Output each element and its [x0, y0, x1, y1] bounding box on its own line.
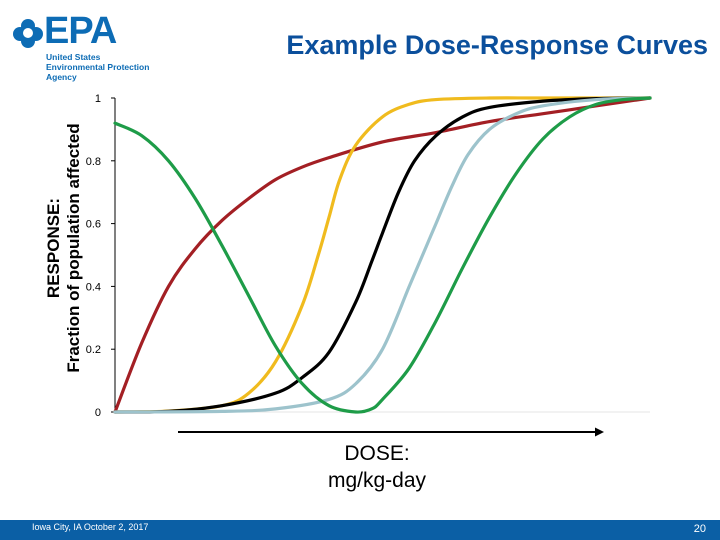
dose-arrow-head	[595, 427, 604, 437]
y-axis: 0 0.2 0.4 0.6 0.8 1	[86, 93, 650, 419]
footer-location-date: Iowa City, IA October 2, 2017	[32, 522, 149, 532]
x-axis-label: DOSE: mg/kg-day	[328, 440, 426, 494]
series-line-1	[113, 96, 652, 414]
y-tick-label: 0.8	[86, 156, 101, 168]
x-axis-label-line-2: mg/kg-day	[327, 469, 427, 492]
epa-flower-icon	[13, 19, 43, 48]
y-tick-label: 0.6	[86, 219, 101, 231]
slide-title: Example Dose-Response Curves	[286, 30, 708, 60]
y-tick-label: 0.4	[86, 281, 101, 293]
y-tick-label: 1	[95, 93, 101, 105]
epa-logo: EPA United States Environmental Protecti…	[8, 10, 158, 90]
footer-bar	[0, 520, 720, 540]
epa-wordmark: EPA	[44, 10, 117, 52]
series-line-5	[113, 96, 652, 414]
y-axis-label-line-1: RESPONSE:	[44, 197, 63, 299]
y-tick-label: 0	[95, 407, 101, 419]
dose-response-chart: 0 0.2 0.4 0.6 0.8 1	[86, 93, 652, 437]
series-line-3	[113, 96, 652, 414]
page-number: 20	[693, 523, 706, 535]
series-group	[113, 96, 652, 414]
series-line-2	[113, 96, 652, 414]
x-axis-label-line-1: DOSE:	[344, 442, 410, 465]
y-axis-label: RESPONSE: Fraction of population affecte…	[44, 123, 84, 372]
y-tick-label: 0.2	[86, 344, 101, 356]
y-axis-label-line-2: Fraction of population affected	[64, 123, 83, 373]
agency-name: United States Environmental Protection A…	[46, 52, 150, 82]
series-line-4	[113, 96, 652, 414]
dose-arrow	[178, 427, 604, 437]
